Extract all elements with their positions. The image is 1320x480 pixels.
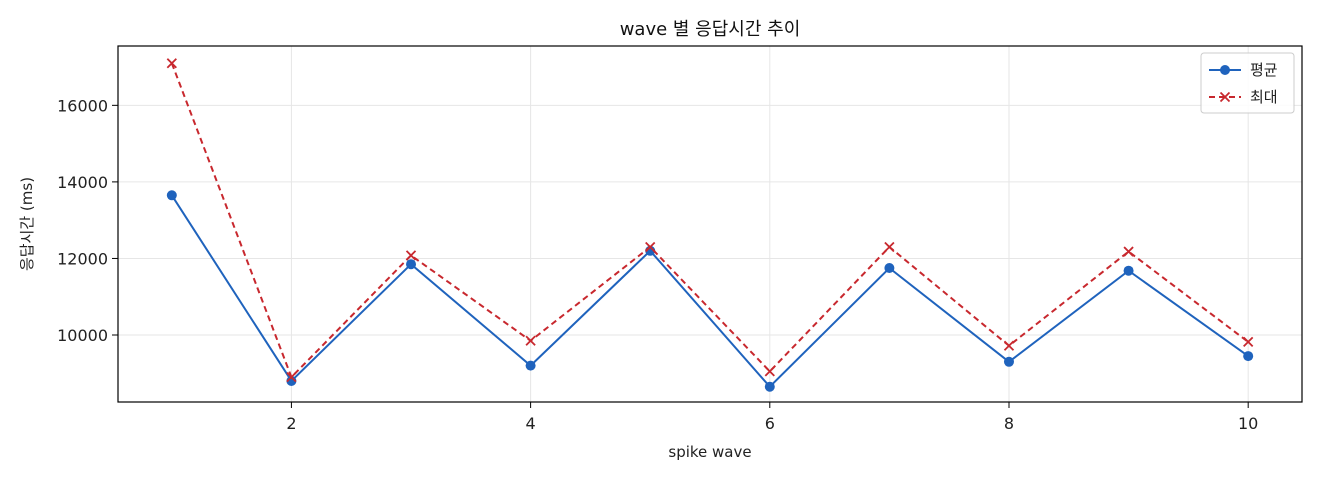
series-2 [166,58,1254,383]
legend-label: 평균 [1250,61,1278,79]
y-tick-label: 16000 [57,96,108,115]
data-point [764,366,775,377]
legend-box [1200,52,1295,114]
series-line [170,62,1249,379]
x-tick-label: 8 [1004,414,1014,433]
data-point [166,190,177,201]
data-point [884,241,895,253]
data-point [1003,356,1014,367]
legend-marker [1220,65,1230,75]
data-point [1123,246,1134,257]
legend-item-2: 최대 [1209,88,1278,106]
x-axis-label: spike wave [668,443,751,461]
y-axis-ticks: 10000 12000 14000 16000 [57,96,118,345]
series-line [170,194,1249,389]
data-point [764,381,775,392]
legend-label: 최대 [1250,88,1278,106]
series-layer [166,58,1254,392]
data-point [1243,351,1254,362]
x-axis-ticks: 2 4 6 8 10 [286,402,1258,433]
y-axis-label: 응답시간 (ms) [18,177,36,271]
data-point [645,241,656,253]
chart-title: wave 별 응답시간 추이 [620,19,801,40]
x-tick-label: 6 [765,414,775,433]
grid [118,46,1302,402]
x-tick-label: 2 [286,414,296,433]
y-tick-label: 14000 [57,173,108,192]
data-point [405,250,417,261]
plot-area-frame [117,45,1303,403]
x-tick-label: 4 [526,414,536,433]
legend-item-1: 평균 [1209,61,1278,79]
series-1 [166,190,1254,392]
data-point [1003,340,1015,351]
data-point [166,58,177,69]
data-point [406,259,417,270]
data-point [884,263,895,274]
data-point [286,371,297,383]
data-point [1243,336,1254,348]
data-point [525,335,536,346]
y-tick-label: 12000 [57,249,108,268]
legend-marker [1219,91,1231,103]
data-point [525,360,536,371]
data-point [1123,265,1134,276]
y-tick-label: 10000 [57,326,108,345]
x-tick-label: 10 [1238,414,1258,433]
